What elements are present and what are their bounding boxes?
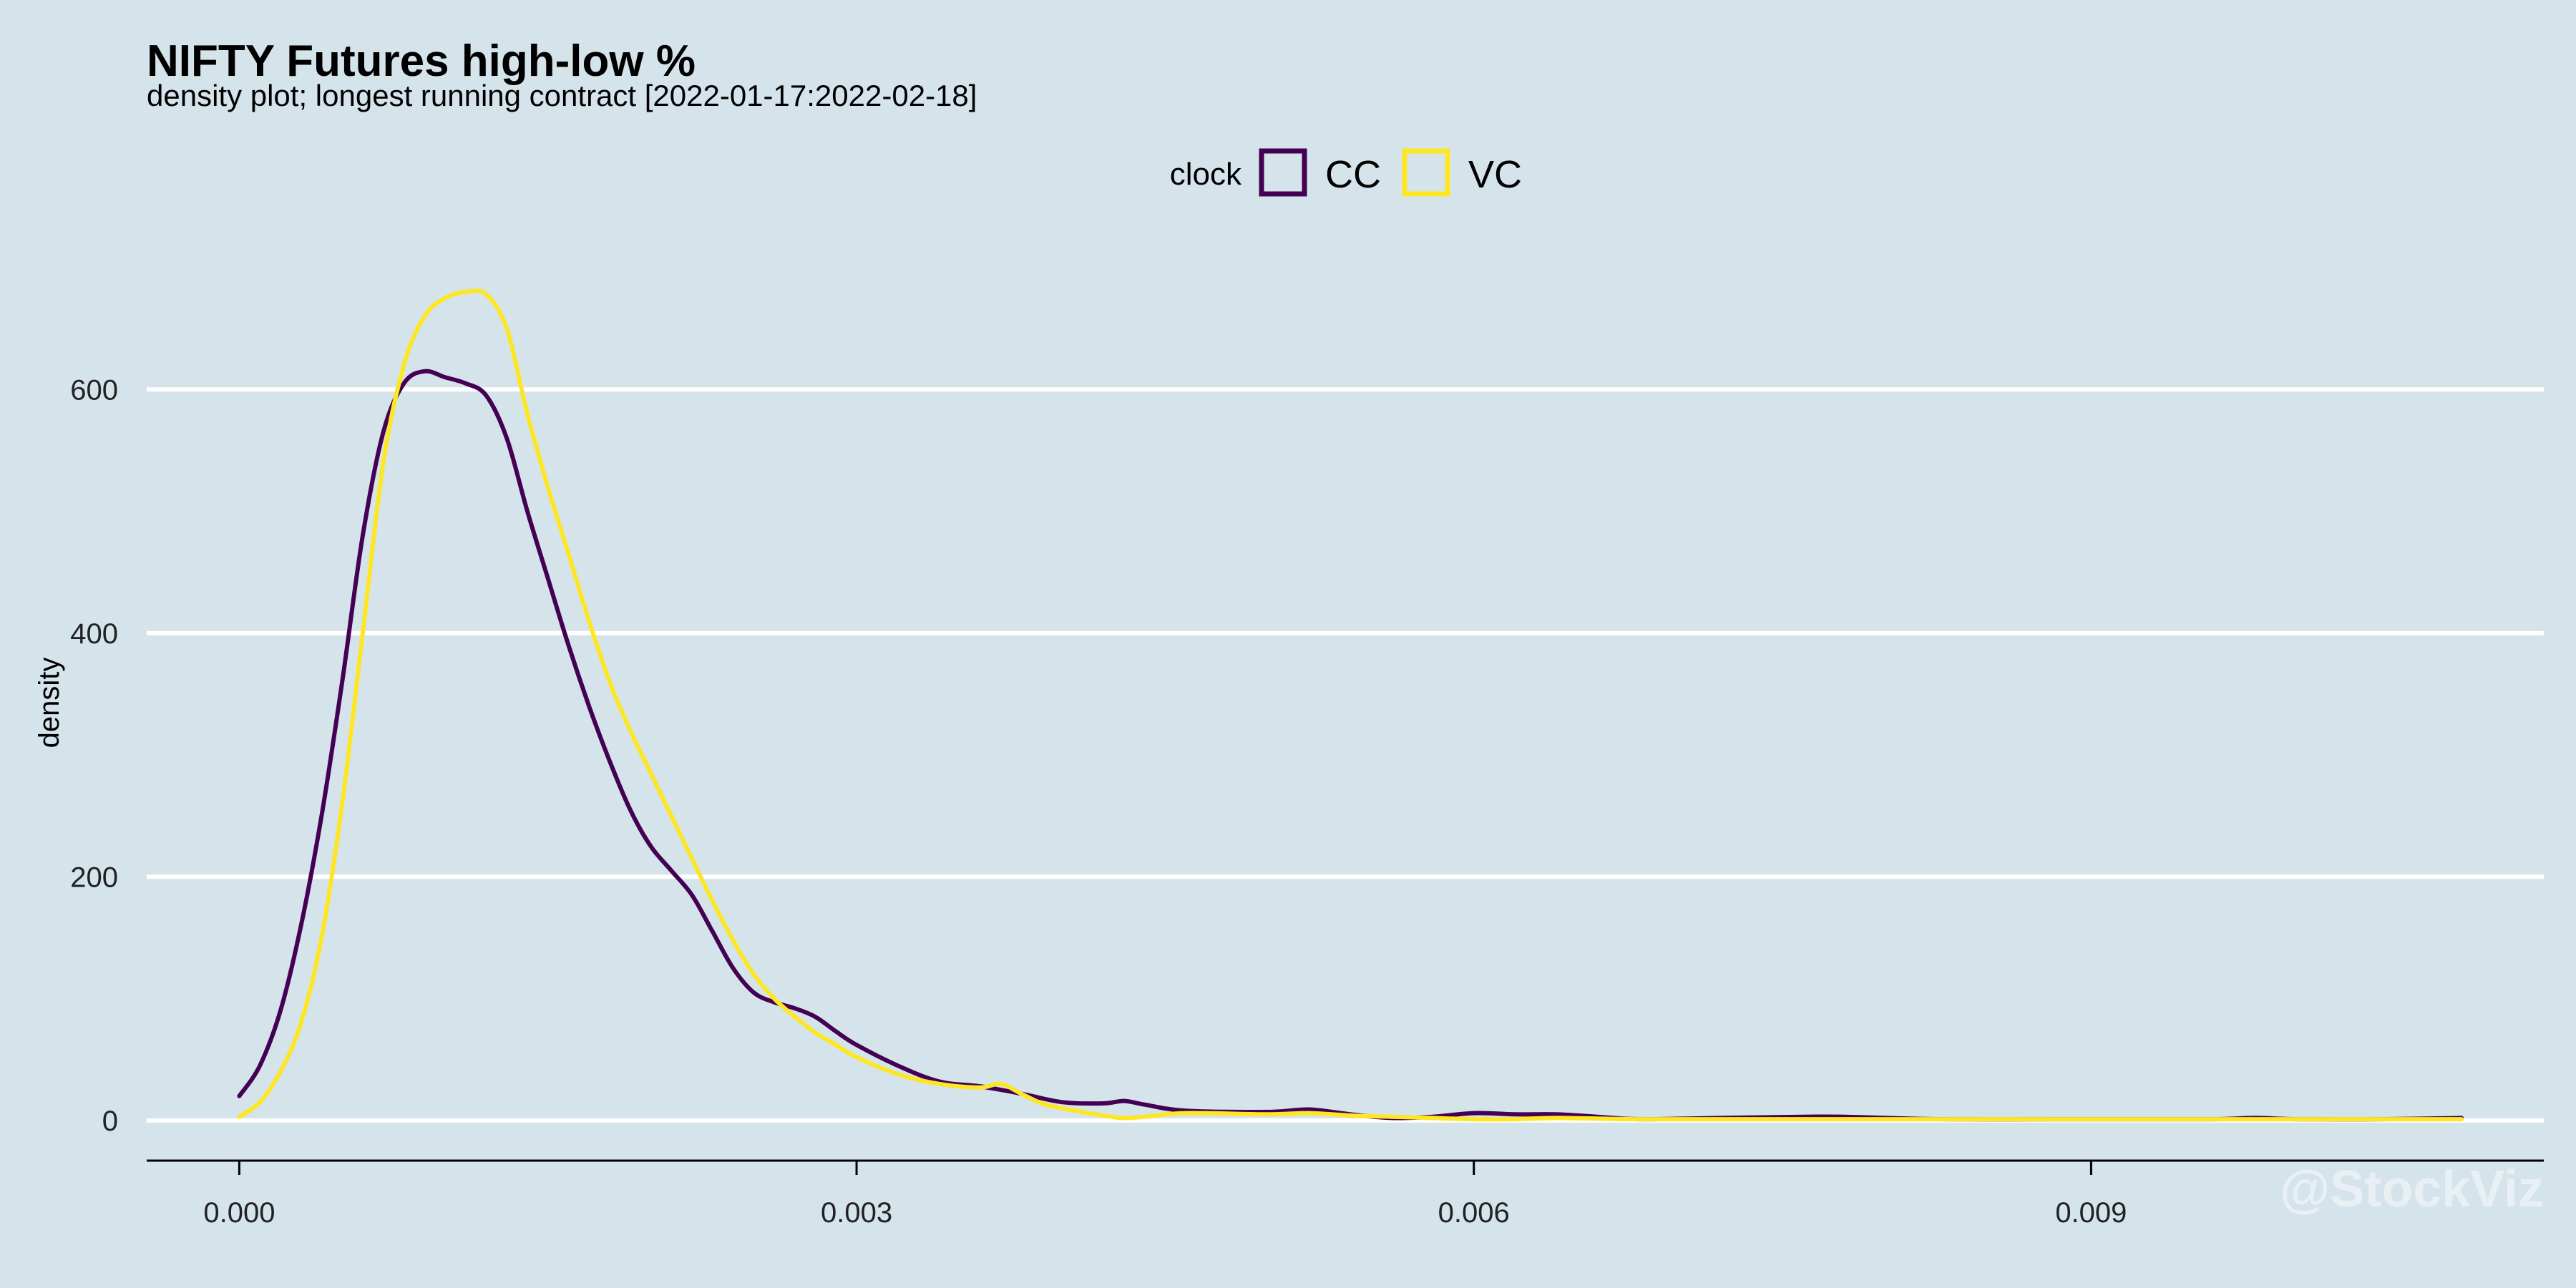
x-tick-label: 0.006 [1438, 1197, 1510, 1229]
y-tick-label: 200 [70, 862, 118, 893]
series-line-cc [237, 369, 2464, 1122]
legend-swatch-vc [1402, 148, 1450, 197]
series-line-vc [237, 288, 2464, 1122]
y-axis-label: density [34, 658, 65, 748]
legend-title: clock [1170, 157, 1242, 192]
legend-label-cc: CC [1325, 153, 1381, 196]
x-tick-label: 0.000 [203, 1197, 275, 1229]
legend-swatch-cc [1259, 148, 1307, 197]
gridlines [147, 387, 2544, 1123]
y-tick-label: 400 [70, 618, 118, 650]
series-lines [237, 288, 2464, 1122]
y-axis-ticks: 0 200 400 600 [70, 374, 118, 1137]
legend: clock CC VC [1170, 148, 1522, 197]
x-axis-ticks: 0.000 0.003 0.006 0.009 [203, 1161, 2127, 1229]
legend-label-vc: VC [1468, 153, 1522, 196]
x-tick-label: 0.003 [821, 1197, 892, 1229]
watermark: @StockViz [2280, 1161, 2544, 1218]
y-tick-label: 0 [102, 1106, 118, 1137]
chart-subtitle: density plot; longest running contract [… [147, 79, 977, 112]
chart-title: NIFTY Futures high-low % [147, 36, 696, 86]
y-tick-label: 600 [70, 374, 118, 406]
x-tick-label: 0.009 [2055, 1197, 2127, 1229]
